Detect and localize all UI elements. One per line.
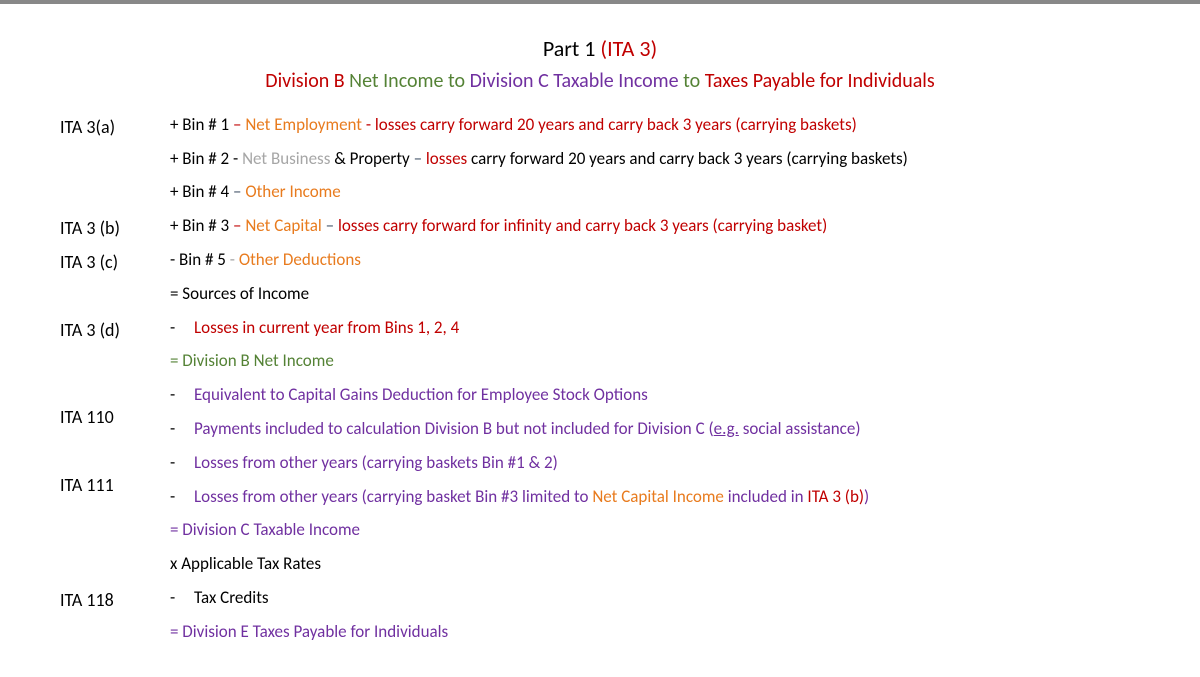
bin3-nc: Net Capital [245, 215, 325, 236]
bin1-pre: + Bin # 1 [170, 114, 233, 135]
label-ita111: ITA 111 [60, 471, 160, 498]
losses12-text: Losses from other years (carrying basket… [194, 452, 558, 473]
row-bin2: + Bin # 2 - Net Business & Property – lo… [170, 147, 1140, 171]
title-divb: Division B [265, 69, 349, 93]
bin4-pre: + Bin # 4 [170, 181, 233, 202]
dash-icon: - [170, 485, 194, 509]
row-bin1: + Bin # 1 – Net Employment - losses carr… [170, 113, 1140, 137]
dash-icon: - [170, 417, 194, 441]
payments-eg: e.g. [714, 418, 739, 439]
bin1-dash: – [233, 114, 245, 135]
row-sources: = Sources of Income [170, 282, 1140, 306]
row-bin4: + Bin # 4 – Other Income [170, 180, 1140, 204]
row-bin3: + Bin # 3 – Net Capital – losses carry f… [170, 214, 1140, 238]
row-losses-current: -Losses in current year from Bins 1, 2, … [170, 316, 1140, 340]
dash-icon: - [170, 451, 194, 475]
losses3-nci: Net Capital Income [592, 486, 727, 507]
bin3-pre: + Bin # 3 [170, 215, 233, 236]
label-ita3a: ITA 3(a) [60, 113, 160, 147]
divc-text: = Division C Taxable Income [170, 519, 360, 540]
title-ita3: (ITA 3) [600, 35, 657, 62]
sources-text: = Sources of Income [170, 283, 309, 304]
bin5-od: Other Deductions [239, 249, 361, 270]
bin3-sep: – [326, 215, 338, 236]
bin4-oi: Other Income [245, 181, 340, 202]
title-netincome: Net Income to [349, 69, 469, 93]
row-tax-rates: x Applicable Tax Rates [170, 552, 1140, 576]
tax-rates-text: x Applicable Tax Rates [170, 553, 321, 574]
dash-icon: - [170, 586, 194, 610]
payments-pre: Payments included to calculation Divisio… [194, 418, 714, 439]
bin3-rest: losses carry forward for infinity and ca… [338, 215, 827, 236]
row-divc: = Division C Taxable Income [170, 518, 1140, 542]
row-tax-credits: -Tax Credits [170, 586, 1140, 610]
title-line-2: Division B Net Income to Division C Taxa… [60, 67, 1140, 95]
tax-credits-text: Tax Credits [194, 587, 269, 608]
bin1-ne: Net Employment [245, 114, 366, 135]
bin4-dash: – [233, 181, 245, 202]
dash-icon: - [170, 316, 194, 340]
label-ita3b: ITA 3 (b) [60, 214, 160, 248]
losses3-inc: included in [728, 486, 808, 507]
row-dive: = Division E Taxes Payable for Individua… [170, 620, 1140, 644]
divb-net-text: = Division B Net Income [170, 350, 334, 371]
row-divb-net: = Division B Net Income [170, 349, 1140, 373]
row-payments: -Payments included to calculation Divisi… [170, 417, 1140, 441]
bin2-nb: Net Business [242, 148, 334, 169]
title-line-1: Part 1 (ITA 3) [60, 34, 1140, 65]
row-losses-12: -Losses from other years (carrying baske… [170, 451, 1140, 475]
bin2-amp: & Property [334, 148, 413, 169]
row-equiv-cg: -Equivalent to Capital Gains Deduction f… [170, 383, 1140, 407]
losses3-ita3b: ITA 3 (b) [807, 486, 864, 507]
title-part1: Part 1 [543, 35, 601, 62]
title-divc: Division C Taxable Income [470, 69, 684, 93]
row-losses-3: -Losses from other years (carrying baske… [170, 485, 1140, 509]
bin2-rest: carry forward 20 years and carry back 3 … [471, 148, 908, 169]
label-ita3c: ITA 3 (c) [60, 248, 160, 282]
row-bin5: - Bin # 5 - Other Deductions [170, 248, 1140, 272]
bin3-dash: – [233, 215, 245, 236]
title-taxes: Taxes Payable for Individuals [705, 69, 935, 93]
bin2-pre: + Bin # 2 - [170, 148, 242, 169]
bin2-losses: losses [426, 148, 471, 169]
bin1-rest: - losses carry forward 20 years and carr… [366, 114, 857, 135]
losses3-post: ) [864, 486, 869, 507]
losses3-pre: Losses from other years (carrying basket… [194, 486, 592, 507]
title-to: to [683, 69, 705, 93]
bin5-dash: - [230, 249, 239, 270]
bin2-dash: – [414, 148, 426, 169]
dash-icon: - [170, 383, 194, 407]
bin5-pre: - Bin # 5 [170, 249, 230, 270]
label-ita3d: ITA 3 (d) [60, 316, 160, 350]
losses-current-text: Losses in current year from Bins 1, 2, 4 [194, 317, 459, 338]
title-block: Part 1 (ITA 3) Division B Net Income to … [60, 34, 1140, 95]
payments-post: social assistance) [739, 418, 861, 439]
ita111-rows: -Losses from other years (carrying baske… [170, 451, 1140, 519]
label-ita110: ITA 110 [60, 403, 160, 430]
label-ita118: ITA 118 [60, 586, 160, 620]
content-grid: ITA 3(a) + Bin # 1 – Net Employment - lo… [60, 113, 1140, 654]
ita110-rows: -Equivalent to Capital Gains Deduction f… [170, 383, 1140, 451]
equiv-cg-text: Equivalent to Capital Gains Deduction fo… [194, 384, 648, 405]
dive-text: = Division E Taxes Payable for Individua… [170, 621, 448, 642]
